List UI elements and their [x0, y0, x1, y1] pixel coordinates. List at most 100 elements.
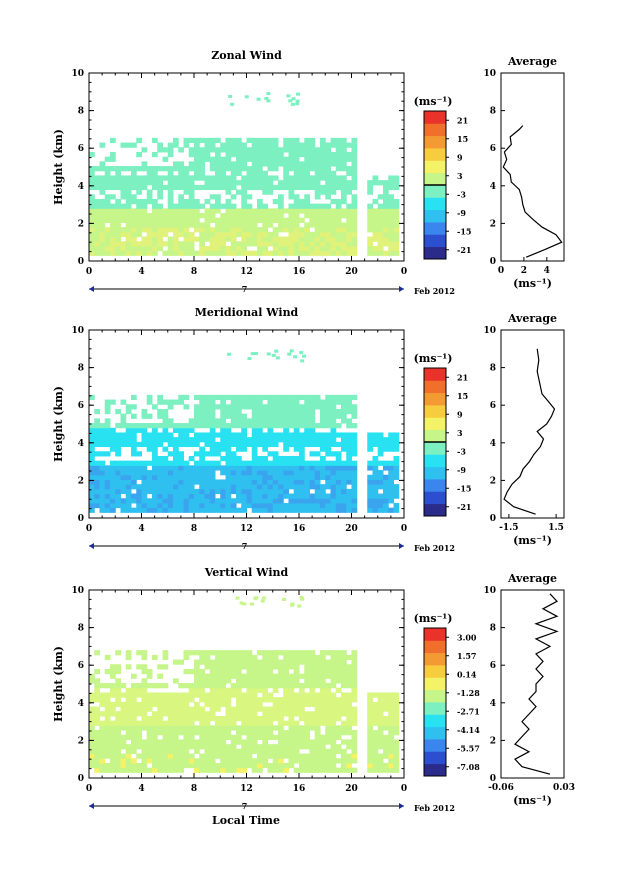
average-x-tick-label: 1.5: [548, 523, 564, 533]
y-tick-label: 2: [78, 219, 84, 229]
colorbar-swatch: [424, 160, 446, 174]
x-tick-label: 12: [240, 267, 253, 277]
colorbar-tick-label: -9: [457, 208, 466, 218]
colorbar-tick-label: -5.57: [457, 743, 480, 753]
colorbar-swatch: [424, 405, 446, 418]
colorbar-tick-label: 21: [457, 372, 468, 382]
colorbar-tick-label: 15: [457, 134, 468, 144]
x-tick-label: 0: [401, 524, 407, 534]
y-tick-label: 10: [71, 586, 84, 596]
y-tick-label: 6: [78, 144, 84, 154]
colorbar-tick-label: 3: [457, 428, 463, 438]
x-tick-label: 4: [138, 267, 144, 277]
colorbar-tick-label: -7.08: [457, 762, 480, 772]
colorbar-swatch: [424, 392, 446, 406]
colorbar-tick-label: 0.14: [457, 669, 477, 679]
date-label: Feb 2012: [414, 803, 455, 813]
colorbar-tick-label: 3: [457, 171, 463, 181]
day-line-arrow-right: [399, 803, 404, 809]
panel-title: Zonal Wind: [211, 49, 282, 62]
colorbar-frame: [423, 627, 447, 777]
colorbar-swatch: [424, 148, 446, 161]
day-line-arrow-left: [89, 286, 94, 292]
colorbar-swatch: [424, 763, 446, 777]
average-frame: [500, 72, 565, 262]
y-tick-label: 6: [78, 401, 84, 411]
x-tick-label: 8: [191, 784, 197, 794]
colorbar-swatch: [424, 234, 446, 248]
colorbar-tick-label: 15: [457, 391, 468, 401]
y-tick-label: 0: [78, 257, 84, 267]
average-title: Average: [507, 312, 557, 325]
wind-field: [89, 595, 400, 773]
average-x-tick-label: -0.06: [488, 783, 514, 793]
x-tick-label: 12: [240, 524, 253, 534]
colorbar-swatch: [424, 197, 446, 211]
y-tick-label: 0: [78, 514, 84, 524]
panel-title: Vertical Wind: [204, 566, 289, 579]
x-tick-label: 20: [345, 524, 358, 534]
colorbar-tick-label: -21: [457, 245, 471, 255]
colorbar-tick-label: -9: [457, 465, 466, 475]
average-y-tick-label: 8: [490, 364, 496, 374]
average-x-label: (ms⁻¹): [513, 534, 552, 547]
colorbar-swatch: [424, 739, 446, 752]
colorbar-swatch: [424, 111, 446, 124]
colorbar-swatch: [424, 491, 446, 505]
colorbar-unit: (ms⁻¹): [414, 95, 453, 108]
colorbar-swatch: [424, 751, 446, 765]
x-tick-label: 0: [401, 784, 407, 794]
wind-field: [89, 92, 400, 256]
colorbar-swatch: [424, 652, 446, 666]
y-tick-label: 4: [78, 182, 84, 192]
colorbar-swatch: [424, 689, 446, 703]
x-tick-label: 4: [138, 524, 144, 534]
colorbar-tick-label: 1.57: [457, 651, 476, 661]
colorbar-swatch: [424, 640, 446, 654]
average-profile-line: [514, 593, 559, 775]
colorbar-swatch: [424, 185, 446, 198]
average-title: Average: [507, 55, 557, 68]
colorbar-tick-label: -3: [457, 446, 466, 456]
y-tick-label: 2: [78, 476, 84, 486]
day-marker: 7: [242, 284, 248, 294]
colorbar-swatch: [424, 417, 446, 431]
average-y-tick-label: 6: [490, 144, 496, 154]
x-tick-label: 20: [345, 267, 358, 277]
average-y-tick-label: 0: [490, 774, 496, 784]
colorbar-tick-label: -3: [457, 189, 466, 199]
x-tick-label: 0: [401, 267, 407, 277]
colorbar-tick-label: -2.71: [457, 706, 480, 716]
x-axis-label: Local Time: [212, 814, 280, 827]
average-x-tick-label: 0.03: [553, 783, 575, 793]
y-tick-label: 6: [78, 661, 84, 671]
average-y-tick-label: 10: [483, 69, 496, 79]
y-tick-label: 4: [78, 439, 84, 449]
average-profile-line: [502, 125, 563, 258]
average-x-tick-label: 0: [498, 266, 504, 276]
x-tick-label: 16: [293, 784, 306, 794]
average-y-tick-label: 10: [483, 326, 496, 336]
colorbar-swatch: [424, 714, 446, 728]
x-tick-label: 4: [138, 784, 144, 794]
average-x-tick-label: 2: [521, 266, 527, 276]
average-y-tick-label: 4: [490, 182, 496, 192]
average-x-label: (ms⁻¹): [513, 794, 552, 807]
y-axis-label: Height (km): [52, 129, 65, 205]
x-tick-label: 0: [86, 524, 92, 534]
y-axis-label: Height (km): [52, 386, 65, 462]
day-line-arrow-left: [89, 803, 94, 809]
colorbar-swatch: [424, 123, 446, 137]
colorbar-tick-label: 3.00: [457, 632, 477, 642]
colorbar-swatch: [424, 380, 446, 394]
day-line-arrow-right: [399, 543, 404, 549]
x-tick-label: 0: [86, 267, 92, 277]
x-tick-label: 0: [86, 784, 92, 794]
colorbar-swatch: [424, 677, 446, 691]
average-y-tick-label: 6: [490, 661, 496, 671]
y-tick-label: 2: [78, 736, 84, 746]
y-tick-label: 8: [78, 107, 84, 117]
